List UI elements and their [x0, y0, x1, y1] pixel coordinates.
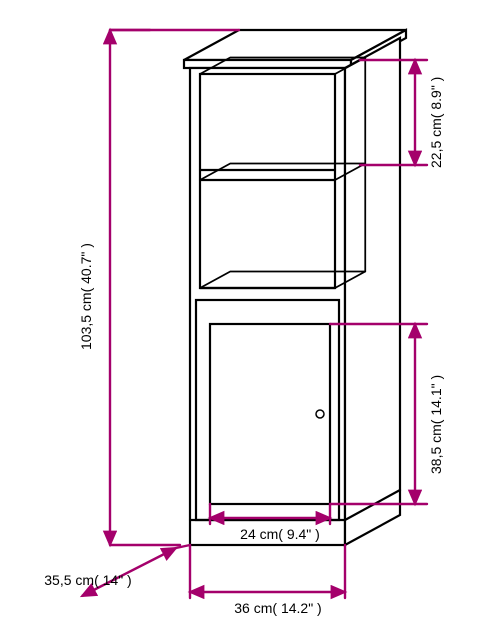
- dimension-label: 24 cm( 9.4" ): [200, 526, 360, 542]
- dimension-label: 38,5 cm( 14.1" ): [428, 344, 444, 504]
- dimension-label: 103,5 cm( 40.7" ): [78, 217, 94, 377]
- dimension-label: 36 cm( 14.2" ): [198, 600, 358, 616]
- dimension-label: 35,5 cm( 14" ): [8, 572, 168, 588]
- dimension-label: 22,5 cm( 8.9" ): [428, 42, 444, 202]
